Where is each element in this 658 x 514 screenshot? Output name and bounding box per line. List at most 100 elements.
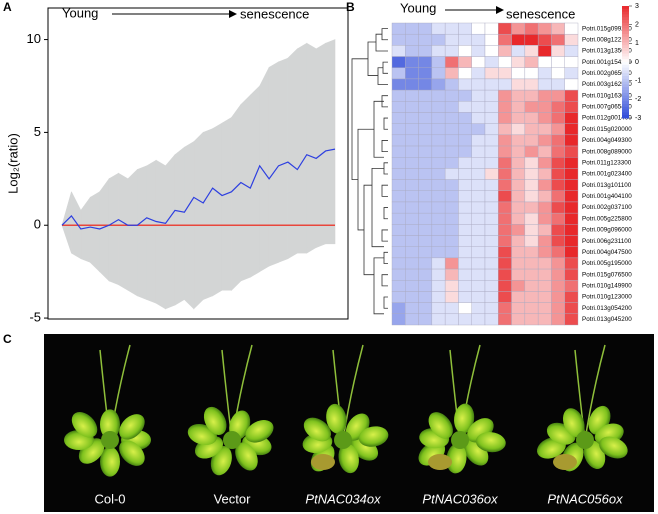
- heat-cell: [524, 212, 539, 225]
- colorbar-step: [622, 42, 629, 46]
- leaf: [428, 412, 453, 439]
- heat-cell: [431, 201, 446, 214]
- row-label: Potri.015g020000: [582, 126, 632, 133]
- row-label: Potri.010g149900: [582, 283, 632, 290]
- heat-cell: [405, 179, 419, 191]
- heat-cell: [444, 157, 459, 169]
- panel-label: B: [346, 0, 355, 14]
- colorbar-step: [622, 39, 629, 43]
- heat-cell: [431, 123, 446, 136]
- colorbar-step: [622, 50, 629, 55]
- heat-cell: [484, 224, 499, 236]
- panel-label: A: [3, 0, 12, 14]
- leaf: [99, 409, 121, 440]
- colorbar-step: [622, 8, 629, 13]
- heat-cell: [484, 291, 499, 303]
- row-label: Potri.010g123000: [582, 294, 632, 301]
- heat-cell: [391, 157, 406, 169]
- heat-cell: [484, 246, 499, 259]
- envelope-band: [278, 57, 289, 263]
- heat-cell: [498, 313, 512, 326]
- row-label: Potri.006g231100: [582, 238, 632, 245]
- heat-cell: [418, 257, 433, 270]
- heat-cell: [498, 190, 512, 203]
- heat-cell: [418, 112, 433, 124]
- heat-cell: [444, 291, 459, 303]
- heat-cell: [511, 33, 526, 46]
- heat-cell: [498, 246, 512, 259]
- colorbar-step: [622, 31, 629, 35]
- heat-cell: [551, 212, 565, 225]
- heat-cell: [431, 280, 446, 292]
- heat-cell: [405, 280, 419, 292]
- heat-cell: [537, 190, 552, 203]
- heat-cell: [405, 67, 419, 80]
- heat-cell: [405, 101, 419, 113]
- heat-cell: [458, 268, 472, 281]
- heat-cell: [551, 302, 565, 315]
- row-label: Potri.012g001400: [582, 115, 632, 122]
- heat-cell: [418, 22, 433, 35]
- heat-cell: [458, 145, 472, 158]
- heat-cell: [458, 101, 472, 113]
- heat-cell: [458, 280, 472, 292]
- heat-cell: [511, 67, 526, 80]
- heat-cell: [551, 235, 565, 247]
- heat-cell: [564, 201, 579, 214]
- heat-cell: [458, 168, 472, 180]
- heat-cell: [405, 235, 419, 247]
- heat-cell: [458, 112, 472, 124]
- heat-cell: [524, 101, 539, 113]
- y-tick-label: 5: [34, 124, 41, 139]
- heat-cell: [418, 89, 433, 102]
- heat-cell: [444, 235, 459, 247]
- rosette-center: [334, 431, 352, 449]
- colorbar-step: [622, 25, 629, 29]
- heat-cell: [405, 212, 419, 225]
- heat-cell: [498, 224, 512, 236]
- heat-cell: [471, 112, 486, 124]
- heat-cell: [418, 78, 433, 91]
- colorbar-step: [622, 76, 629, 80]
- heat-cell: [524, 291, 539, 303]
- start-label: Young: [62, 5, 98, 20]
- heat-cell: [498, 257, 512, 270]
- heat-cell: [484, 257, 499, 270]
- heat-cell: [511, 168, 526, 180]
- start-label: Young: [400, 0, 436, 15]
- rosette-center: [101, 431, 119, 449]
- heat-cell: [391, 235, 406, 247]
- row-label: Potri.003g162500: [582, 81, 632, 88]
- heat-cell: [564, 145, 579, 158]
- heat-cell: [537, 67, 552, 80]
- heat-cell: [471, 179, 486, 191]
- heat-cell: [418, 190, 433, 203]
- row-label: Potri.011g123300: [582, 159, 632, 166]
- heat-cell: [418, 33, 433, 46]
- heat-cell: [537, 78, 552, 91]
- heat-cell: [471, 22, 486, 35]
- heat-cell: [431, 235, 446, 247]
- heat-cell: [498, 179, 512, 191]
- heat-cell: [564, 291, 579, 303]
- heat-cell: [458, 123, 472, 136]
- heat-cell: [524, 268, 539, 281]
- heat-cell: [458, 78, 472, 91]
- colorbar-step: [622, 6, 629, 10]
- heat-cell: [524, 201, 539, 214]
- heat-cell: [431, 112, 446, 124]
- dendrogram: [351, 28, 388, 315]
- colorbar-step: [622, 73, 629, 77]
- heat-cell: [418, 224, 433, 236]
- heat-cell: [405, 134, 419, 147]
- senescent-leaf: [311, 454, 335, 470]
- heat-cell: [511, 235, 526, 247]
- colorbar-step: [622, 112, 629, 116]
- row-label: Potri.013g135600: [582, 48, 632, 55]
- heat-cell: [405, 112, 419, 124]
- heat-cell: [418, 201, 433, 214]
- heat-cell: [458, 224, 472, 236]
- heat-cell: [391, 89, 406, 102]
- heat-cell: [498, 78, 512, 91]
- heat-cell: [537, 123, 552, 136]
